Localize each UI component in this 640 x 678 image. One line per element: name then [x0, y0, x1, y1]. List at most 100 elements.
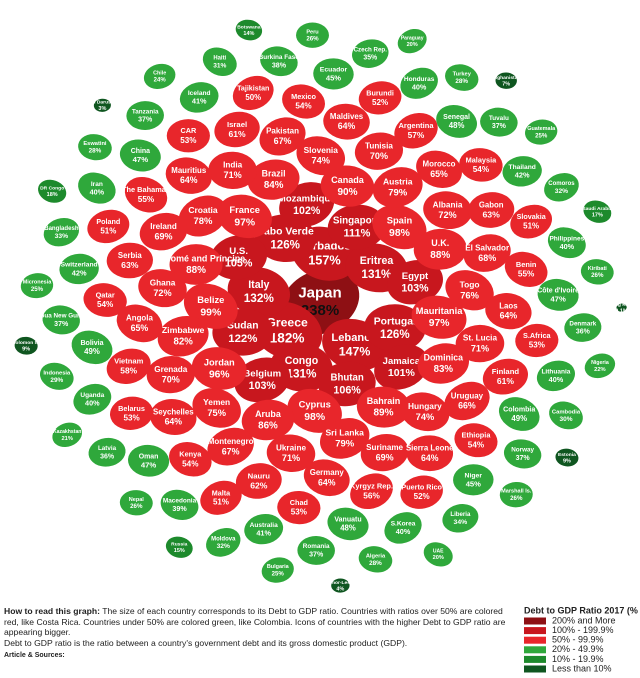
country-name: Marshall Is. — [501, 489, 532, 495]
country-value: 98% — [304, 412, 325, 423]
country-shape — [413, 228, 467, 270]
legend-swatch — [524, 646, 546, 654]
country-name: Brunei Darussalam — [80, 100, 126, 106]
country-name: Suriname — [366, 443, 403, 452]
country-name: Bahrain — [367, 396, 401, 406]
country-shape — [202, 47, 237, 77]
country-shape — [93, 98, 111, 112]
country-value: 40% — [90, 187, 105, 196]
notes: How to read this graph: The size of each… — [4, 606, 516, 662]
country-name: Spain — [387, 216, 413, 226]
country-value: 4% — [336, 586, 344, 592]
country-shape — [138, 269, 187, 308]
country-name: Grenada — [154, 365, 188, 374]
country-name: Chile — [153, 71, 166, 77]
country-value: 40% — [396, 527, 411, 536]
country-shape — [287, 388, 342, 433]
country-name: Mozambique — [278, 193, 336, 204]
country-name: Congo — [285, 355, 319, 367]
country-name: Jordan — [204, 357, 235, 367]
country-name: Australia — [250, 522, 278, 529]
country-shape — [210, 235, 268, 280]
country-name: Sri Lanka — [325, 427, 364, 437]
country-name: U.K. — [431, 238, 449, 248]
country-name: Qatar — [96, 290, 115, 299]
country-name: Canada — [331, 175, 365, 185]
country-name: Kazakhstan — [53, 429, 81, 435]
country-value: 126% — [270, 239, 300, 251]
country-value: 71% — [224, 170, 242, 180]
country-name: Solomon Is. — [12, 340, 41, 346]
country-name: China — [131, 148, 150, 155]
country-shape — [83, 283, 127, 317]
country-value: 106% — [333, 384, 361, 396]
country-value: 37% — [138, 117, 153, 124]
country-value: 17% — [592, 212, 603, 218]
country-value: 56% — [363, 491, 380, 500]
country-shape — [485, 293, 532, 330]
country-shape — [397, 28, 427, 54]
country-shape — [232, 75, 274, 111]
country-shape — [241, 399, 295, 441]
country-name: Ireland — [150, 222, 177, 231]
sources: Article & Sources: — [4, 652, 65, 659]
legend-label: 200% and More — [552, 615, 616, 625]
country-value: 64% — [318, 477, 336, 487]
country-value: 131% — [361, 268, 392, 281]
country-name: Nauru — [248, 471, 271, 480]
country-name: Gabon — [479, 200, 504, 209]
country-name: Afghanistan — [492, 75, 521, 81]
country-value: 26% — [306, 36, 319, 43]
country-shape — [580, 259, 614, 285]
country-shape — [277, 490, 321, 525]
country-shape — [459, 148, 503, 182]
legend-swatch — [524, 627, 546, 635]
country-value: 49% — [511, 414, 527, 423]
country-name: Ecuador — [320, 67, 348, 74]
country-value: 63% — [482, 210, 500, 220]
country-shape — [52, 422, 83, 448]
country-shape — [318, 361, 376, 407]
country-value: 26% — [591, 272, 604, 279]
country-shape — [160, 489, 199, 520]
country-name: Slovakia — [517, 213, 547, 221]
country-value: 66% — [458, 401, 476, 411]
country-name: Slovenia — [304, 145, 339, 155]
country-value: 96% — [209, 369, 230, 380]
country-value: 37% — [54, 321, 69, 328]
country-value: 65% — [131, 323, 149, 333]
country-name: Portugal — [374, 316, 416, 327]
country-shape — [87, 209, 130, 244]
country-name: Argentina — [399, 121, 435, 130]
country-shape — [88, 437, 126, 467]
country-shape — [502, 156, 542, 187]
country-shape — [217, 194, 272, 239]
country-shape — [406, 435, 454, 472]
country-value: 35% — [363, 55, 377, 62]
country-name: Belize — [197, 294, 224, 305]
country-value: 103% — [401, 282, 429, 294]
country-name: Philippines — [549, 235, 584, 242]
country-shape — [320, 418, 370, 459]
country-shape — [423, 191, 472, 230]
country-name: Estonia — [558, 452, 576, 458]
country-shape — [169, 244, 223, 285]
country-shape — [119, 490, 153, 516]
country-name: Malta — [212, 489, 231, 497]
legend-swatch — [524, 655, 546, 663]
country-name: Greece — [266, 315, 308, 329]
country-name: Maldives — [330, 112, 364, 121]
country-shape — [515, 323, 559, 358]
legend-label: Less than 10% — [552, 663, 612, 673]
country-name: Nepal — [129, 497, 145, 503]
country-value: 49% — [84, 347, 100, 356]
country-value: 34% — [454, 519, 468, 526]
country-value: 50% — [245, 93, 261, 102]
country-name: Ukraine — [276, 443, 306, 452]
country-name: Italy — [248, 279, 269, 291]
country-name: Chad — [290, 498, 308, 507]
country-name: Haiti — [213, 56, 226, 62]
country-name: Latvia — [98, 445, 117, 452]
country-name: Cyprus — [299, 400, 331, 410]
